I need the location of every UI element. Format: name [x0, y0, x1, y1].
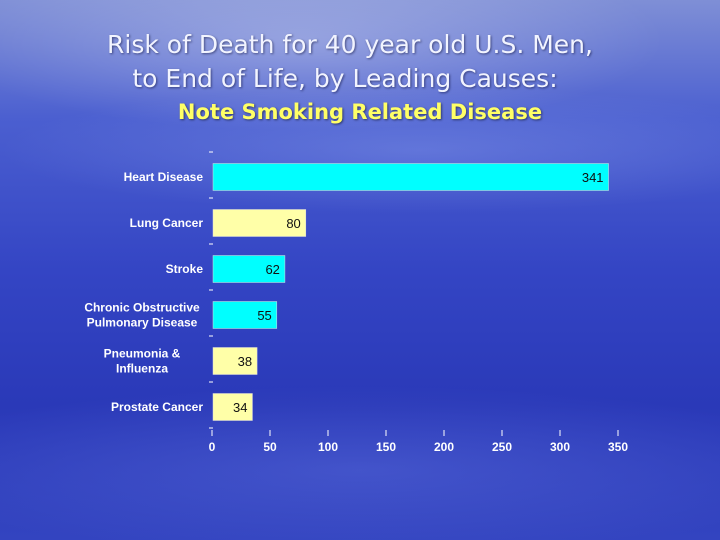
category-label-0: Heart Disease — [124, 170, 204, 184]
category-label-3: Chronic Obstructive Pulmonary Disease — [84, 301, 200, 330]
chart-title-line-2: to End of Life, by Leading Causes: — [132, 64, 558, 93]
chart-subtitle: Note Smoking Related Disease — [177, 100, 543, 124]
x-tick-label-0: 0 — [209, 440, 216, 454]
x-tick-label-7: 350 — [608, 440, 628, 454]
data-label-4: 38 — [238, 354, 252, 369]
data-label-1: 80 — [286, 216, 300, 231]
x-tick-label-1: 50 — [263, 440, 277, 454]
data-label-3: 55 — [257, 308, 271, 323]
bar-1 — [212, 209, 307, 237]
data-label-2: 62 — [265, 262, 279, 277]
category-label-4: Pneumonia & Influenza — [104, 347, 181, 376]
category-label-1: Lung Cancer — [130, 216, 204, 230]
x-tick-label-3: 150 — [376, 440, 396, 454]
chart-title-line-1: Risk of Death for 40 year old U.S. Men, — [107, 30, 593, 59]
x-tick-label-4: 200 — [434, 440, 454, 454]
category-label-5: Prostate Cancer — [111, 400, 203, 414]
x-tick-label-5: 250 — [492, 440, 512, 454]
x-tick-label-2: 100 — [318, 440, 338, 454]
data-label-0: 341 — [582, 170, 604, 185]
bar-3 — [212, 301, 278, 329]
bar-2 — [212, 255, 286, 283]
x-tick-label-6: 300 — [550, 440, 570, 454]
bar-4 — [212, 347, 258, 375]
bar-0 — [212, 163, 609, 191]
category-label-2: Stroke — [166, 262, 204, 276]
data-label-5: 34 — [233, 400, 247, 415]
bar-5 — [212, 393, 253, 421]
